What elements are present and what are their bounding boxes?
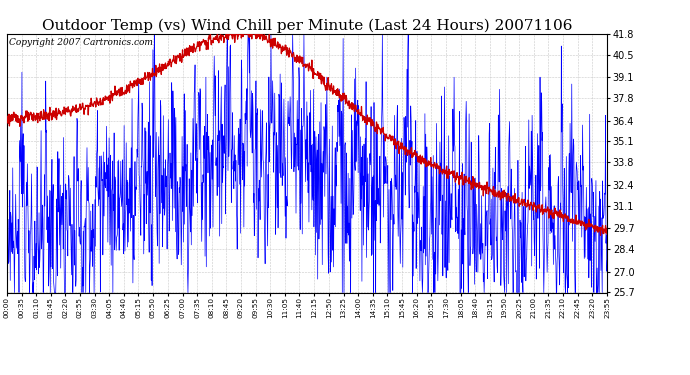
Text: Copyright 2007 Cartronics.com: Copyright 2007 Cartronics.com [9,38,152,46]
Title: Outdoor Temp (vs) Wind Chill per Minute (Last 24 Hours) 20071106: Outdoor Temp (vs) Wind Chill per Minute … [42,18,572,33]
